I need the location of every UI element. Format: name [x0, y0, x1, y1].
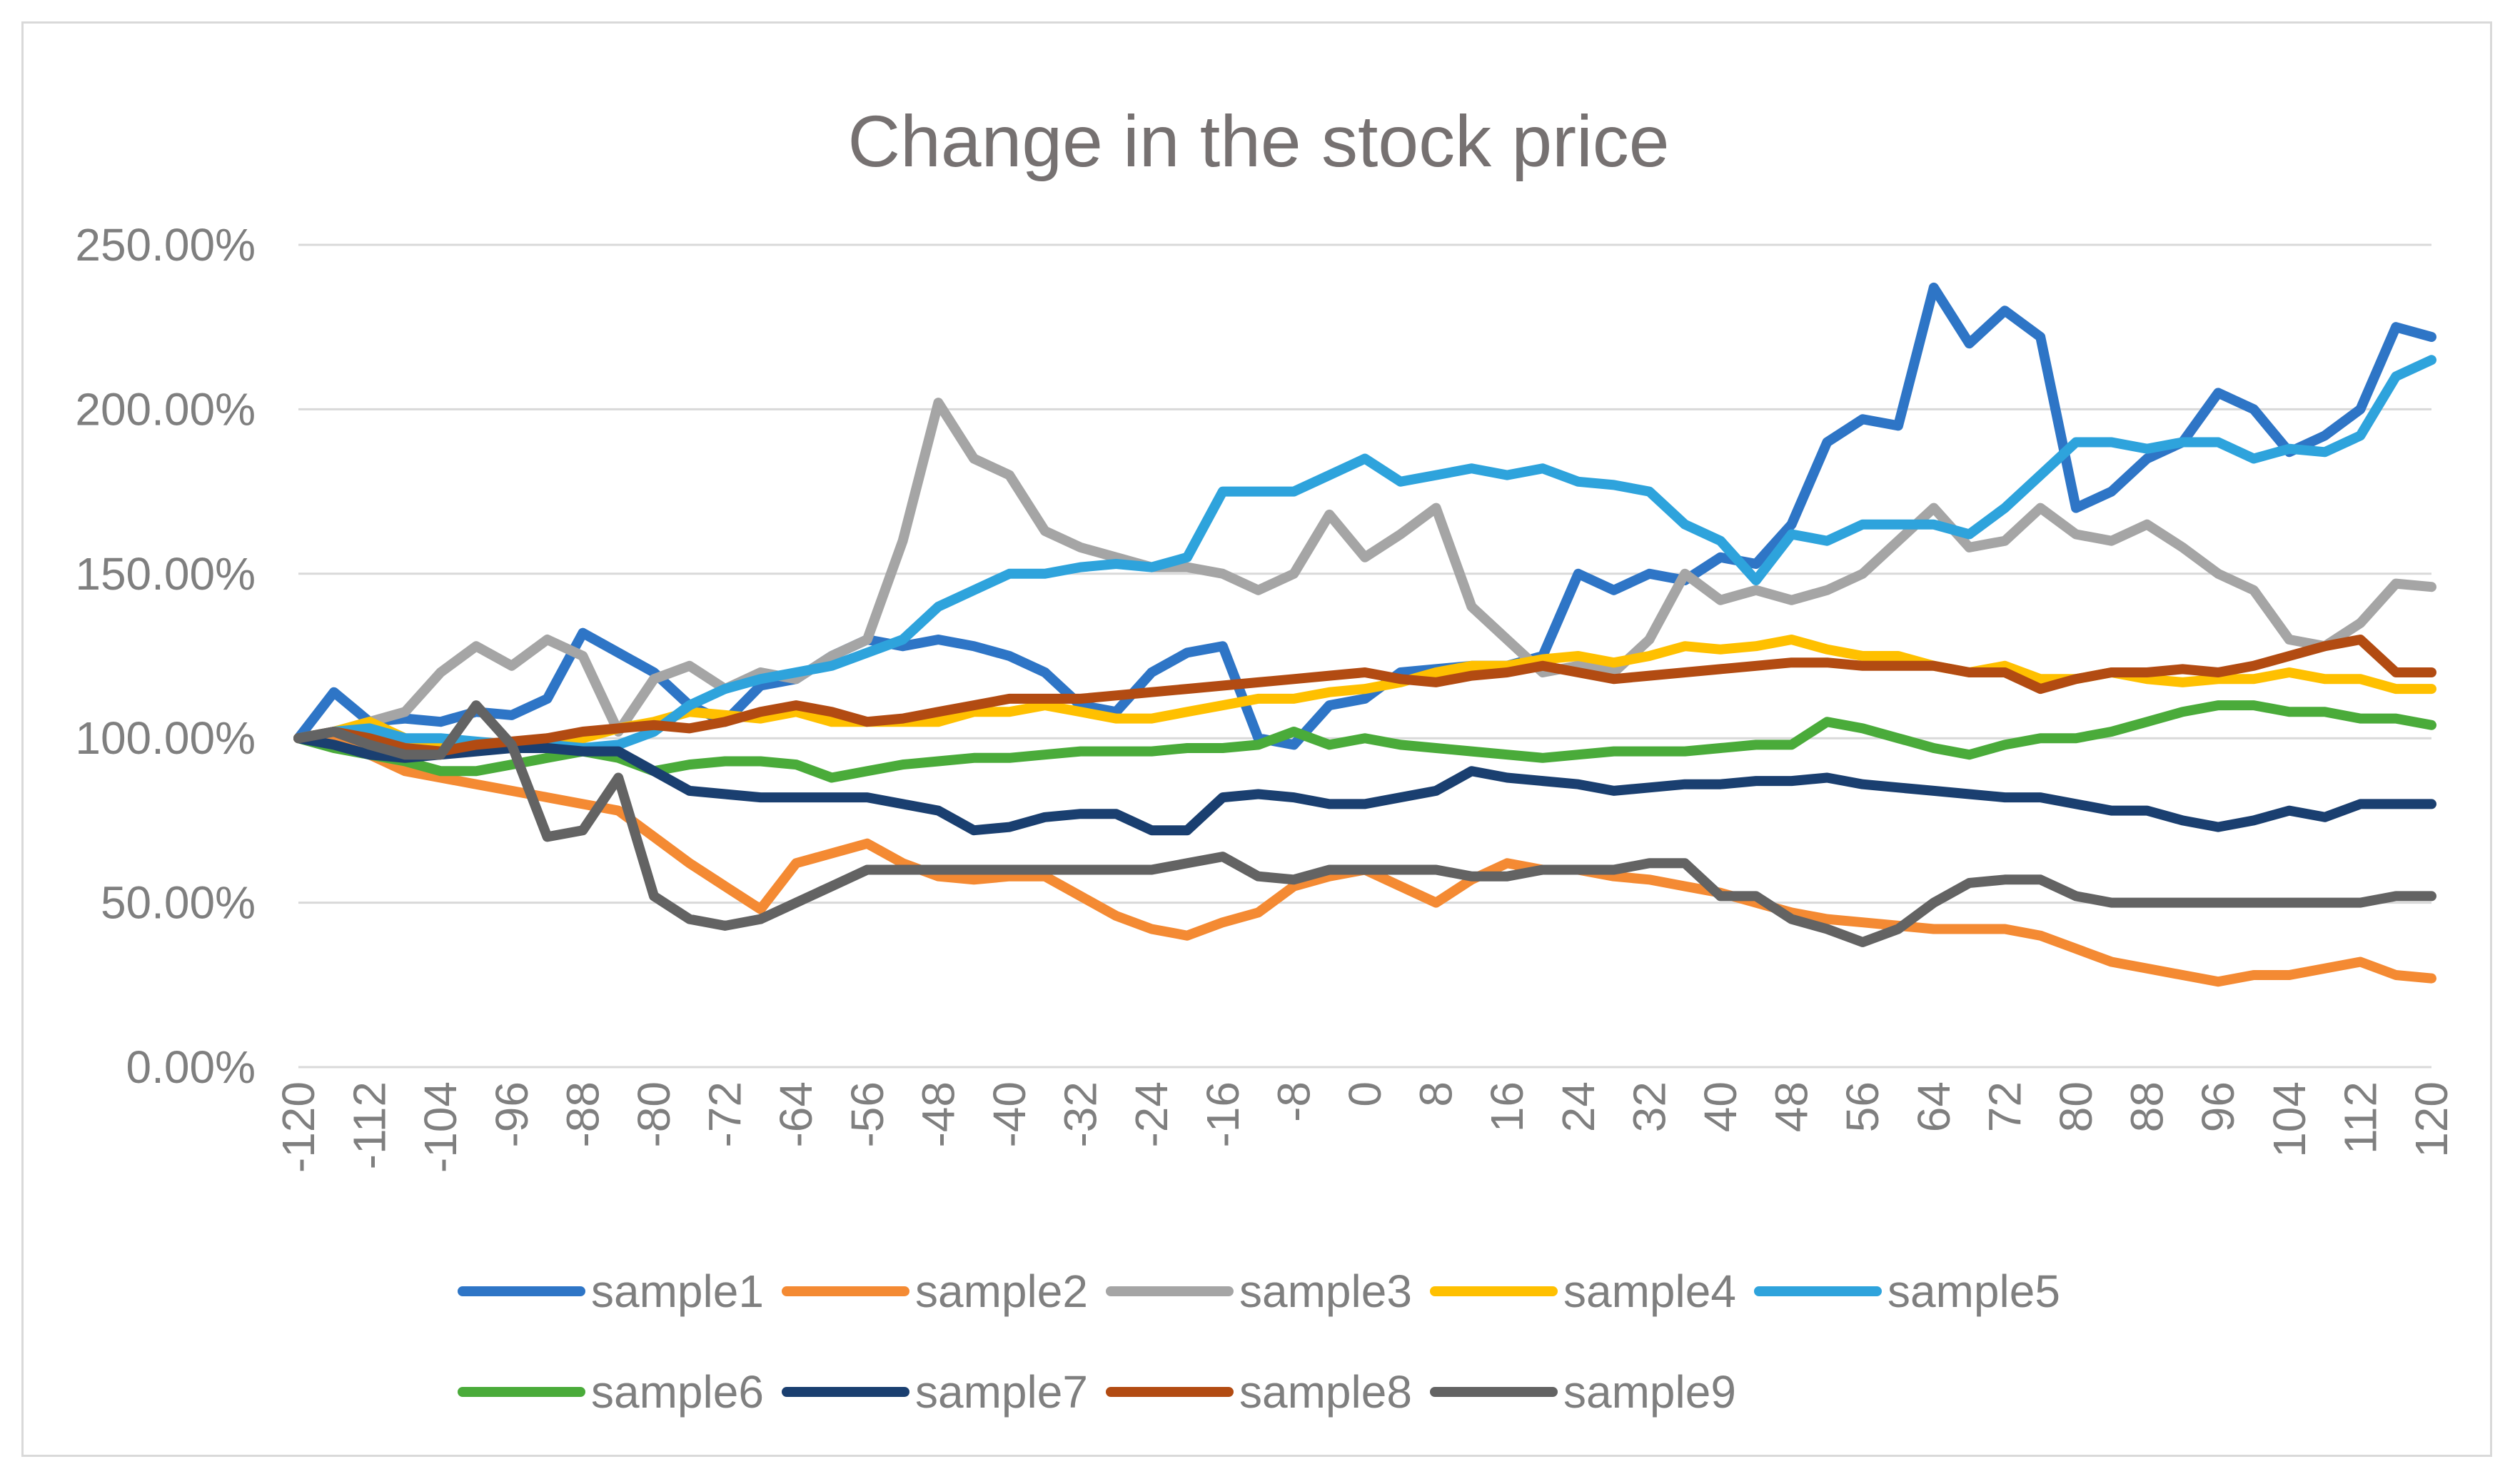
- x-tick-label: -112: [344, 1081, 395, 1169]
- series-line-sample5: [293, 355, 2436, 753]
- x-tick-label: 48: [1766, 1081, 1818, 1132]
- y-tick-label: 100.00%: [75, 712, 256, 764]
- legend-label-sample3: sample3: [1239, 1266, 1412, 1317]
- series-line-sample9: [293, 700, 2436, 947]
- axes: 0.00% 50.00% 100.00% 150.00% 200.00% 250.00% -…: [75, 219, 2457, 1173]
- x-tick-label: -88: [557, 1081, 608, 1148]
- x-tick-label: 104: [2264, 1081, 2315, 1158]
- x-tick-label: 80: [2050, 1081, 2102, 1132]
- x-tick-label: 40: [1695, 1081, 1746, 1132]
- x-tick-label: -48: [912, 1081, 964, 1148]
- x-tick-label: -16: [1197, 1081, 1249, 1148]
- x-tick-label: 112: [2334, 1081, 2386, 1154]
- x-tick-label: -72: [700, 1081, 751, 1148]
- series-line-sample1: [293, 282, 2436, 750]
- x-tick-label: -64: [770, 1081, 822, 1148]
- x-tick-label: 16: [1481, 1081, 1533, 1132]
- series-line-sample7: [293, 733, 2436, 836]
- x-tick-label: 0: [1339, 1081, 1391, 1107]
- series-line-sample8: [293, 635, 2436, 757]
- chart-title: Change in the stock price: [848, 101, 1670, 182]
- x-tick-label: -40: [984, 1081, 1035, 1148]
- x-tick-label: -8: [1268, 1081, 1319, 1122]
- x-tick-label: 8: [1411, 1081, 1462, 1107]
- x-tick-label: 56: [1837, 1081, 1888, 1132]
- x-tick-label: -80: [628, 1081, 680, 1148]
- x-tick-label: 72: [1979, 1081, 2030, 1132]
- y-tick-label: 0.00%: [126, 1041, 256, 1093]
- x-tick-label: 88: [2122, 1081, 2173, 1132]
- legend: sample1 sample2 sample3 sample4 sample5 sampl…: [458, 1266, 2060, 1418]
- x-tick-label: -56: [842, 1081, 893, 1148]
- x-tick-label: -24: [1126, 1081, 1177, 1148]
- x-tick-label: 64: [1908, 1081, 1960, 1132]
- x-tick-label: -32: [1055, 1081, 1107, 1148]
- x-tick-label: -96: [486, 1081, 538, 1148]
- x-tick-label: -104: [415, 1081, 466, 1173]
- legend-label-sample4: sample4: [1563, 1266, 1736, 1317]
- x-tick-label: 96: [2192, 1081, 2244, 1132]
- legend-label-sample8: sample8: [1239, 1366, 1412, 1418]
- series-lines: [293, 282, 2436, 987]
- y-tick-label: 150.00%: [75, 548, 256, 600]
- legend-label-sample2: sample2: [915, 1266, 1088, 1317]
- y-tick-label: 200.00%: [75, 383, 256, 435]
- series-line-sample3: [293, 398, 2436, 744]
- y-tick-label: 50.00%: [101, 877, 256, 929]
- legend-label-sample1: sample1: [591, 1266, 764, 1317]
- legend-label-sample9: sample9: [1563, 1366, 1736, 1418]
- x-tick-label: 24: [1553, 1081, 1604, 1132]
- x-tick-label: 120: [2406, 1081, 2457, 1158]
- y-tick-label: 250.00%: [75, 219, 256, 271]
- chart-frame: Change in the stock price 0.00% 50.00% 100…: [21, 21, 2492, 1457]
- legend-label-sample6: sample6: [591, 1366, 764, 1418]
- legend-label-sample7: sample7: [915, 1366, 1088, 1418]
- line-chart: Change in the stock price 0.00% 50.00% 100…: [75, 101, 2457, 1418]
- x-tick-label: -120: [273, 1081, 324, 1173]
- legend-label-sample5: sample5: [1887, 1266, 2060, 1317]
- x-tick-label: 32: [1623, 1081, 1675, 1132]
